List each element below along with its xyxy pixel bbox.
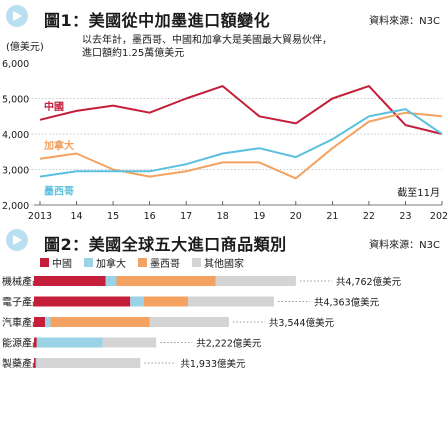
x-tick-label: 20 (290, 211, 302, 222)
legend-swatch (138, 257, 147, 267)
legend-swatch (192, 257, 201, 267)
chart1-title: 圖1：美國從中加墨進口額變化 (44, 11, 271, 30)
chart2-header: 圖2：美國全球五大進口商品類別 資料來源：N3C (0, 226, 448, 256)
x-tick-label: 14 (70, 211, 82, 222)
bar-segment (215, 276, 296, 286)
play-icon (6, 229, 28, 251)
bar-segment (35, 358, 37, 368)
legend-label: 中國 (52, 258, 72, 270)
x-tick-label: 17 (180, 211, 192, 222)
bar-segment (36, 337, 103, 348)
bar-chart-legend: 中國 加拿大 墨西哥 其他國家 (40, 255, 244, 270)
y-tick-label: 5,000 (2, 95, 29, 106)
bar-total-label: 共1,933億美元 (180, 358, 246, 370)
series-label: 中國 (44, 100, 64, 113)
series-line-1 (39, 85, 443, 135)
bar-segment (45, 317, 51, 327)
legend-swatch (40, 257, 49, 267)
category-label: 汽車產品 (2, 316, 42, 329)
bar-segment (34, 276, 106, 286)
bar-segment (188, 296, 274, 307)
x-tick-label: 16 (144, 211, 156, 222)
bar-segment (130, 296, 144, 307)
y-tick-label: 6,000 (2, 59, 29, 70)
legend-item: 墨西哥 (138, 255, 180, 270)
legend-item: 加拿大 (84, 255, 126, 270)
x-tick-label: 22 (363, 211, 375, 222)
x-tick-label: 15 (107, 211, 119, 222)
line-chart: 2,000 3,000 4,000 5,000 6,000 2013 14 15 16 17 18 1… (2, 59, 448, 222)
x-tick-label: 23 (399, 211, 411, 222)
bar-segment (149, 317, 229, 327)
x-tick-label: 21 (326, 211, 338, 222)
bar-segment (105, 276, 117, 286)
y-tick-label: 4,000 (2, 130, 29, 141)
bar-segment (144, 296, 188, 307)
chart1-source: 資料來源：N3C (369, 16, 440, 27)
series-label: 墨西哥 (44, 186, 74, 198)
x-tick-label: 18 (217, 211, 229, 222)
bar-total-label: 共4,762億美元 (336, 276, 402, 288)
x-tick-label: 19 (253, 211, 265, 222)
chart2-source: 資料來源：N3C (369, 240, 440, 251)
bar-segment (34, 296, 131, 307)
chart1-header: 圖1：美國從中加墨進口額變化 資料來源：N3C (0, 2, 448, 32)
legend-swatch (84, 257, 93, 267)
play-icon (6, 5, 28, 27)
x-tick-label: 2013 (28, 211, 52, 222)
x-tick-label: 2024 (430, 211, 448, 222)
y-tick-label: 2,000 (2, 201, 29, 212)
bar-segment (34, 337, 37, 348)
chart1-note-line-1: 以去年計，墨西哥、中國和加拿大是美國最大貿易伙伴， (82, 35, 332, 46)
chart1-unit: (億美元) (6, 42, 44, 53)
category-label: 機械產品 (2, 275, 42, 288)
legend-label: 墨西哥 (150, 258, 180, 270)
bar-total-label: 共3,544億美元 (269, 317, 335, 329)
category-label: 能源產品 (2, 337, 42, 350)
bar-total-label: 共2,222億美元 (196, 338, 262, 350)
legend-item: 其他國家 (192, 255, 244, 270)
bar-segment (34, 317, 45, 327)
bar-segment (34, 358, 36, 368)
bar-segment (116, 276, 216, 286)
bar-segment (50, 317, 150, 327)
bar-segment (36, 358, 141, 368)
series-line-3 (39, 108, 443, 178)
bar-segment (102, 337, 157, 348)
legend-label: 加拿大 (96, 258, 126, 270)
chart1-annotation: 截至11月 (397, 186, 440, 199)
chart1-note-line-2: 進口額約1.25萬億美元 (82, 48, 185, 59)
y-tick-label: 3,000 (2, 166, 29, 177)
bar-total-label: 共4,363億美元 (314, 297, 380, 309)
category-label: 電子產品 (2, 296, 42, 309)
chart2-title: 圖2：美國全球五大進口商品類別 (44, 235, 287, 254)
legend-label: 其他國家 (204, 258, 244, 270)
series-line-2 (39, 111, 443, 180)
category-label: 製藥產品 (2, 357, 42, 370)
series-label: 加拿大 (43, 139, 74, 152)
legend-item: 中國 (40, 255, 72, 270)
